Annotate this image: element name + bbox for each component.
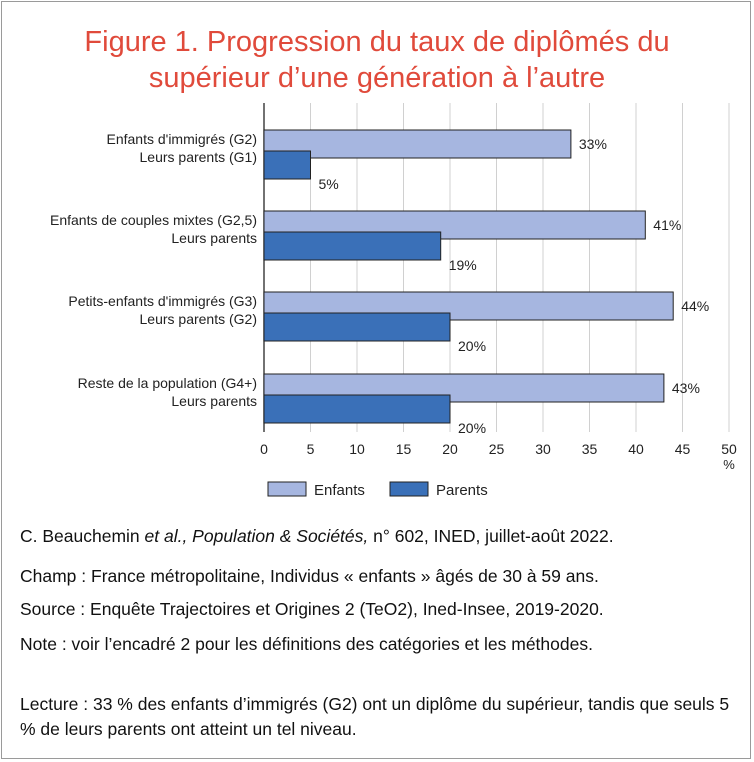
legend-label-enfants: Enfants: [314, 482, 365, 499]
citation-journal: et al., Population & Sociétés,: [144, 526, 369, 546]
figure-title-line2: supérieur d’une génération à l’autre: [148, 62, 606, 94]
x-tick-label: 40: [628, 441, 644, 457]
x-tick-label: 10: [349, 441, 365, 457]
x-tick-label: 50: [721, 441, 737, 457]
x-tick-label: 35: [582, 441, 598, 457]
legend-swatch-enfants: [267, 481, 307, 497]
reading-note: Lecture : 33 % des enfants d’immigrés (G…: [20, 694, 730, 739]
x-tick-label: 25: [489, 441, 505, 457]
category-label-parents: Leurs parents: [171, 230, 257, 246]
x-tick-label: 0: [260, 441, 268, 457]
methods-note: Note : voir l’encadré 2 pour les définit…: [20, 634, 593, 654]
value-label-parents: 19%: [449, 257, 477, 273]
category-label-enfants: Enfants de couples mixtes (G2,5): [50, 212, 257, 228]
legend-swatch-parents: [389, 481, 429, 497]
citation: C. Beauchemin et al., Population & Socié…: [20, 524, 740, 549]
x-tick-label: 5: [307, 441, 315, 457]
bar-parents: [263, 231, 442, 261]
x-tick-label: 20: [442, 441, 458, 457]
bar-chart: 0 5 10 15 20 25 30 35 40 45 50% 33% 5% Enfants d'immi…: [50, 103, 737, 499]
figure-title-line1: Figure 1. Progression du taux de diplômé…: [84, 26, 670, 58]
legend-label-parents: Parents: [436, 482, 488, 499]
citation-author: C. Beauchemin: [20, 526, 145, 546]
x-tick-label: 15: [396, 441, 412, 457]
bar-enfants: [263, 291, 674, 321]
bar-parents: [263, 394, 451, 424]
x-tick-label: 30: [535, 441, 551, 457]
value-label-enfants: 41%: [653, 217, 681, 233]
category-label-parents: Leurs parents (G2): [140, 311, 258, 327]
bar-parents: [263, 312, 451, 342]
category-label-enfants: Reste de la population (G4+): [78, 375, 257, 391]
source-note: Source : Enquête Trajectoires et Origine…: [20, 599, 604, 619]
value-label-enfants: 43%: [672, 380, 700, 396]
value-label-parents: 20%: [458, 338, 486, 354]
category-label-parents: Leurs parents: [171, 393, 257, 409]
category-label-enfants: Enfants d'immigrés (G2): [107, 131, 258, 147]
value-label-parents: 5%: [319, 176, 339, 192]
x-unit-label: %: [723, 457, 735, 472]
citation-details: n° 602, INED, juillet-août 2022.: [368, 526, 614, 546]
bar-parents: [263, 150, 311, 180]
value-label-enfants: 44%: [681, 298, 709, 314]
bar-enfants: [263, 129, 572, 159]
value-label-enfants: 33%: [579, 136, 607, 152]
x-tick-label: 45: [675, 441, 691, 457]
champ-note: Champ : France métropolitaine, Individus…: [20, 566, 599, 586]
category-label-parents: Leurs parents (G1): [140, 149, 258, 165]
category-label-enfants: Petits-enfants d'immigrés (G3): [68, 293, 257, 309]
value-label-parents: 20%: [458, 420, 486, 436]
